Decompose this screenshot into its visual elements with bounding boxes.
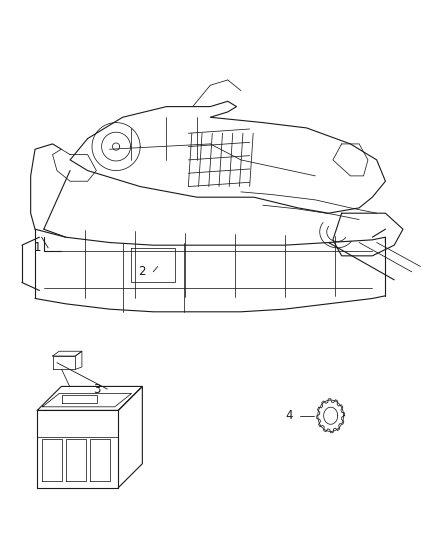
Text: 3: 3 bbox=[93, 383, 100, 395]
Text: 2: 2 bbox=[138, 265, 146, 278]
Text: 1: 1 bbox=[33, 241, 41, 254]
Text: 4: 4 bbox=[285, 409, 293, 422]
